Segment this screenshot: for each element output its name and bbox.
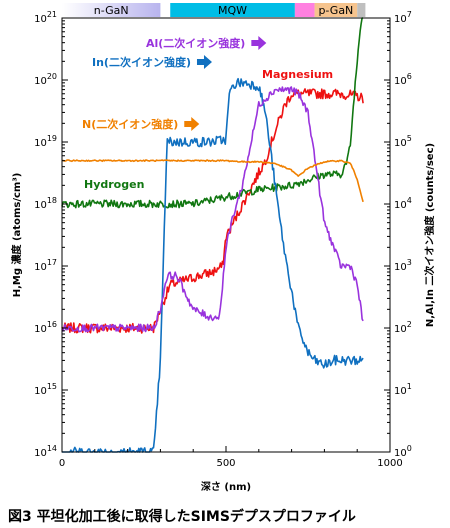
- tick-group: 1014101510161017101810191020102110010110…: [34, 10, 412, 469]
- y-axis-left-label: H,Mg 濃度 (atoms/cm³): [10, 173, 23, 298]
- arrow-icon: [184, 117, 200, 131]
- n-series: [62, 159, 364, 203]
- y-left-tick-label: 1016: [34, 320, 57, 335]
- y-right-tick-label: 100: [394, 444, 412, 459]
- layer-region: [170, 3, 295, 17]
- al-series: [61, 86, 364, 333]
- y-right-tick-label: 106: [394, 72, 412, 87]
- figure-caption: 図3 平坦化加工後に取得したSIMSデプスプロファイル: [8, 508, 356, 525]
- layer-label: MQW: [218, 4, 247, 17]
- annotation-label: Al(二次イオン強度): [146, 36, 245, 50]
- x-tick-label: 1000: [377, 458, 402, 469]
- y-left-tick-label: 1015: [34, 382, 57, 397]
- arrow-icon: [196, 55, 212, 69]
- x-axis-label: 深さ (nm): [201, 480, 251, 493]
- annotation-group: Al(二次イオン強度) In(二次イオン強度) Magnesium N(二次イオン強度…: [82, 36, 333, 191]
- annotation-label: Magnesium: [262, 68, 333, 81]
- series-group: [61, 17, 364, 453]
- y-right-tick-label: 103: [394, 258, 412, 273]
- annotation-label: Hydrogen: [84, 178, 144, 191]
- layer-region: [314, 3, 358, 17]
- arrow-icon: [251, 36, 267, 50]
- y-left-tick-label: 1019: [34, 134, 57, 149]
- y-right-tick-label: 107: [394, 10, 412, 25]
- magnesium-series: [61, 88, 364, 334]
- annotation-label: N(二次イオン強度): [82, 117, 178, 131]
- hydrogen-series: [61, 17, 364, 209]
- y-right-tick-label: 101: [394, 382, 412, 397]
- y-right-tick-label: 102: [394, 320, 412, 335]
- layer-label: n-GaN: [94, 4, 129, 17]
- y-left-tick-label: 1018: [34, 196, 57, 211]
- y-left-tick-label: 1021: [34, 10, 57, 25]
- x-tick-label: 0: [59, 458, 65, 469]
- layer-band: n-GaN MQW p-GaN: [62, 3, 366, 17]
- y-left-tick-label: 1017: [34, 258, 57, 273]
- layer-region: [62, 3, 161, 17]
- y-left-tick-label: 1020: [34, 72, 57, 87]
- in-series: [62, 77, 364, 453]
- y-right-tick-label: 104: [394, 196, 412, 211]
- x-tick-label: 500: [216, 458, 235, 469]
- layer-region: [357, 3, 366, 17]
- y-right-tick-label: 105: [394, 134, 412, 149]
- layer-label: p-GaN: [318, 4, 353, 17]
- annotation-label: In(二次イオン強度): [92, 55, 191, 69]
- plot-frame: [61, 17, 391, 453]
- y-left-tick-label: 1014: [34, 444, 57, 459]
- y-axis-right-label: N,Al,In 二次イオン強度 (counts/sec): [423, 143, 436, 327]
- layer-region: [294, 3, 315, 17]
